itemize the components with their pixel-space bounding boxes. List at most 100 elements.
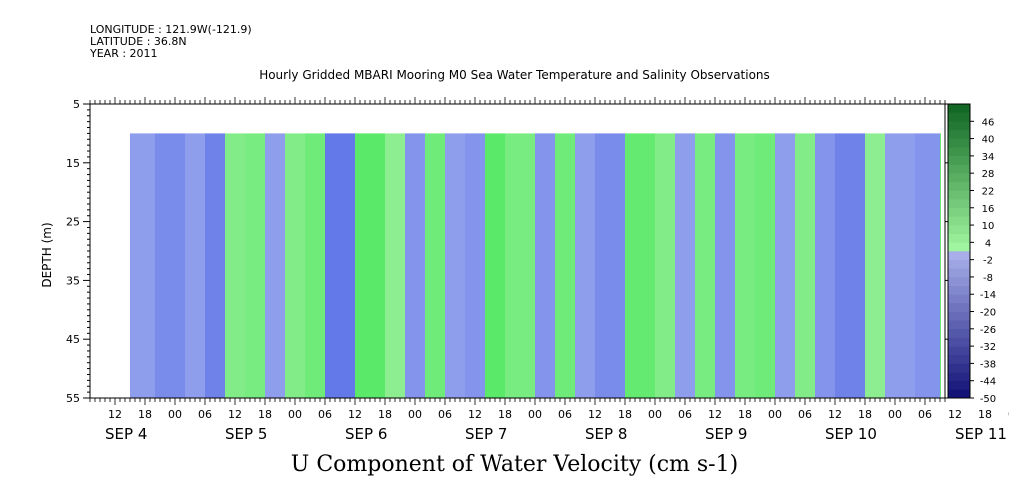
velocity-band (130, 133, 156, 398)
velocity-band (775, 133, 796, 398)
velocity-band (915, 133, 941, 398)
colorbar-segment (948, 129, 970, 139)
colorbar-segment (948, 337, 970, 347)
colorbar-segment (948, 346, 970, 356)
x-tick-label: 18 (738, 408, 752, 421)
velocity-band (625, 133, 656, 398)
x-tick-label: 18 (978, 408, 992, 421)
colorbar-segment (948, 155, 970, 165)
velocity-band (245, 133, 266, 398)
colorbar-label: 4 (985, 238, 991, 249)
velocity-band (755, 133, 776, 398)
x-tick-label: 00 (168, 408, 182, 421)
colorbar-segment (948, 311, 970, 321)
x-tick-label: 06 (798, 408, 812, 421)
velocity-band (795, 133, 816, 398)
x-tick-label: 18 (858, 408, 872, 421)
chart-title: Hourly Gridded MBARI Mooring M0 Sea Wate… (259, 68, 770, 82)
colorbar-label: 40 (982, 135, 995, 146)
heatmap-bands (130, 133, 941, 398)
axes: 12 18 00 06 12 18 00 06 12 18 00 06 12 18 00 06 12 18 00 06… (66, 97, 1009, 443)
x-tick-label: 12 (588, 408, 602, 421)
colorbar-label: -20 (980, 308, 996, 319)
velocity-band (655, 133, 676, 398)
x-tick-label: 18 (138, 408, 152, 421)
velocity-band (555, 133, 576, 398)
colorbar-label: -38 (980, 359, 996, 370)
x-date-label: SEP 9 (705, 425, 747, 443)
x-date-label: SEP 11 (955, 425, 1007, 443)
colorbar-segment (948, 285, 970, 295)
colorbar-segment (948, 147, 970, 157)
colorbar-segment (948, 242, 970, 252)
colorbar-segment (948, 354, 970, 364)
x-date-label: SEP 5 (225, 425, 267, 443)
velocity-band (940, 133, 941, 398)
colorbar-segment (948, 276, 970, 286)
colorbar-segment (948, 268, 970, 278)
colorbar-segment (948, 233, 970, 243)
x-axis-title: U Component of Water Velocity (cm s-1) (290, 452, 739, 477)
colorbar-label: -44 (980, 377, 996, 388)
colorbar-label: 22 (982, 186, 995, 197)
x-tick-label: 12 (708, 408, 722, 421)
colorbar-label: 10 (982, 221, 995, 232)
velocity-band (355, 133, 386, 398)
x-date-label: SEP 10 (825, 425, 877, 443)
x-date-label: SEP 4 (105, 425, 147, 443)
y-tick-label: 55 (66, 392, 80, 405)
colorbar-segment (948, 121, 970, 131)
x-tick-label: 12 (348, 408, 362, 421)
colorbar-label: 46 (982, 117, 995, 128)
x-tick-label: 12 (108, 408, 122, 421)
colorbar-label: -8 (983, 273, 993, 284)
velocity-band (835, 133, 866, 398)
velocity-band (885, 133, 916, 398)
y-tick-label: 45 (66, 333, 80, 346)
x-date-label: SEP 8 (585, 425, 627, 443)
colorbar-segment (948, 372, 970, 382)
y-tick-label: 25 (66, 216, 80, 229)
colorbar-label: -50 (980, 394, 996, 405)
velocity-band (865, 133, 886, 398)
y-tick-label: 35 (66, 274, 80, 287)
colorbar-segment (948, 320, 970, 330)
latitude-label: LATITUDE : 36.8N (90, 35, 187, 48)
colorbar-segment (948, 173, 970, 183)
x-tick-label: 00 (408, 408, 422, 421)
colorbar-segment (948, 199, 970, 209)
x-tick-label: 06 (198, 408, 212, 421)
velocity-band (535, 133, 556, 398)
colorbar-segment (948, 104, 970, 113)
colorbar-segment (948, 363, 970, 373)
x-tick-label: 12 (828, 408, 842, 421)
x-tick-label: 06 (918, 408, 932, 421)
x-tick-label: 18 (498, 408, 512, 421)
colorbar-segment (948, 328, 970, 338)
velocity-band (575, 133, 596, 398)
colorbar: 46 40 34 28 22 16 10 4 -2 -8 -14 -20 -26 -32 -38 -44 -50 (947, 103, 996, 405)
colorbar-label: -32 (980, 342, 996, 353)
colorbar-segment (948, 190, 970, 200)
colorbar-label: 28 (982, 169, 995, 180)
velocity-band (205, 133, 226, 398)
colorbar-segment (948, 181, 970, 191)
x-tick-label: 18 (618, 408, 632, 421)
x-tick-label: 06 (438, 408, 452, 421)
colorbar-label: -14 (980, 290, 996, 301)
velocity-band (715, 133, 736, 398)
x-tick-label: 06 (678, 408, 692, 421)
velocity-band (325, 133, 356, 398)
colorbar-segment (948, 216, 970, 226)
year-label: YEAR : 2011 (90, 47, 158, 60)
colorbar-segment (948, 164, 970, 174)
velocity-band (505, 133, 536, 398)
x-tick-label: 00 (528, 408, 542, 421)
longitude-label: LONGITUDE : 121.9W(-121.9) (90, 23, 252, 36)
colorbar-label: 34 (982, 152, 995, 163)
y-axis-title: DEPTH (m) (40, 222, 54, 287)
x-tick-label: 00 (888, 408, 902, 421)
x-tick-label: 00 (288, 408, 302, 421)
x-tick-label: 18 (258, 408, 272, 421)
